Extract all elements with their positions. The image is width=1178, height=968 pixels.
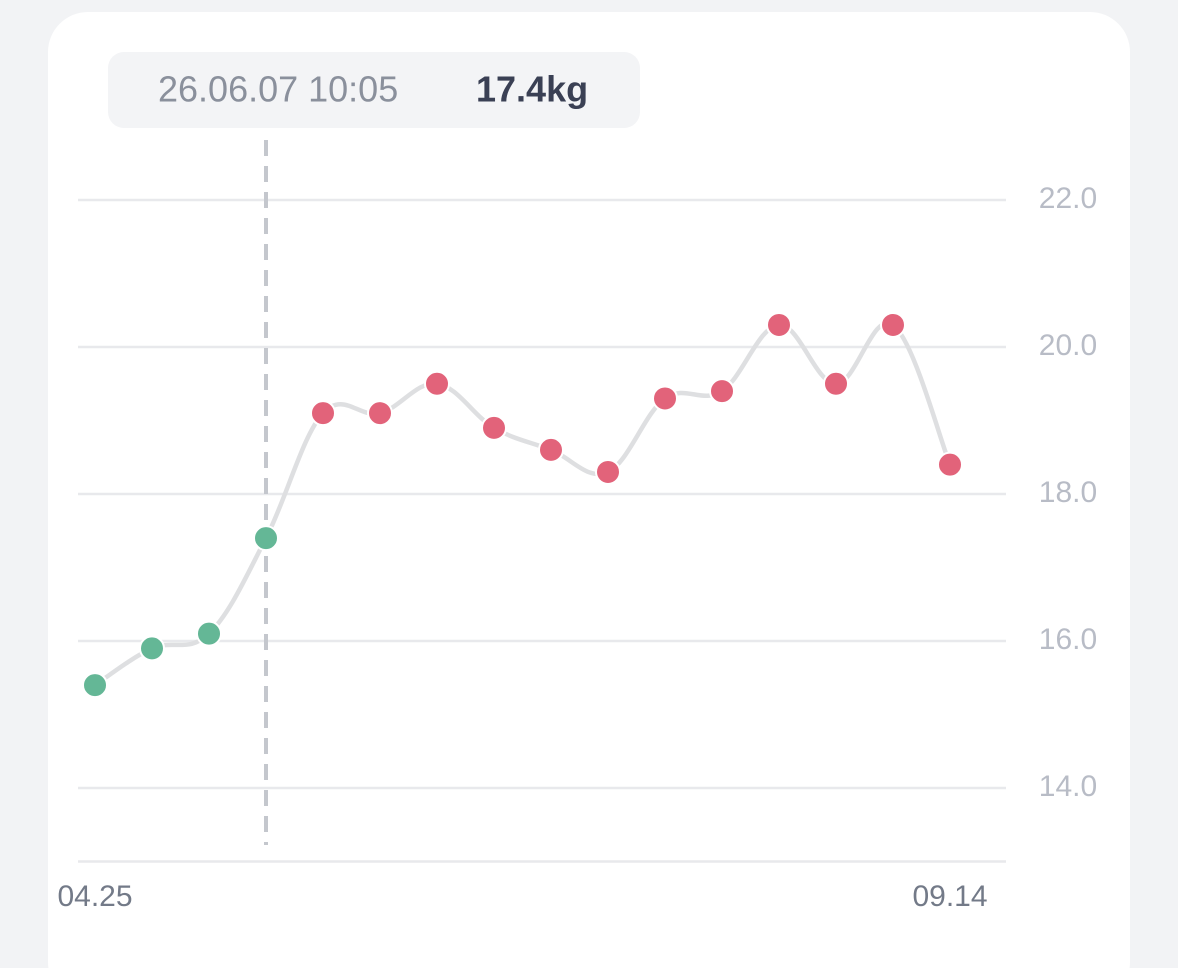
point <box>709 378 735 405</box>
y-tick-label: 16.0 <box>1039 623 1097 656</box>
point <box>310 400 336 427</box>
x-tick-label: 09.14 <box>912 880 987 913</box>
point <box>538 436 564 463</box>
y-tick-label: 22.0 <box>1039 182 1097 215</box>
point <box>652 385 678 412</box>
point <box>595 458 621 485</box>
point <box>823 370 849 397</box>
point <box>937 451 963 478</box>
point <box>82 672 108 699</box>
point <box>766 311 792 338</box>
point <box>424 370 450 397</box>
point <box>196 620 222 647</box>
tooltip-date: 26.06.07 10:05 <box>158 69 398 110</box>
point <box>253 525 279 552</box>
x-tick-label: 04.25 <box>57 880 132 913</box>
point <box>880 311 906 338</box>
tooltip-box <box>108 52 640 128</box>
y-tick-label: 20.0 <box>1039 329 1097 362</box>
y-tick-label: 18.0 <box>1039 476 1097 509</box>
point <box>139 635 165 662</box>
point <box>367 400 393 427</box>
y-tick-label: 14.0 <box>1039 770 1097 803</box>
card <box>48 12 1130 968</box>
point <box>481 414 507 441</box>
tooltip-value: 17.4kg <box>476 69 588 110</box>
